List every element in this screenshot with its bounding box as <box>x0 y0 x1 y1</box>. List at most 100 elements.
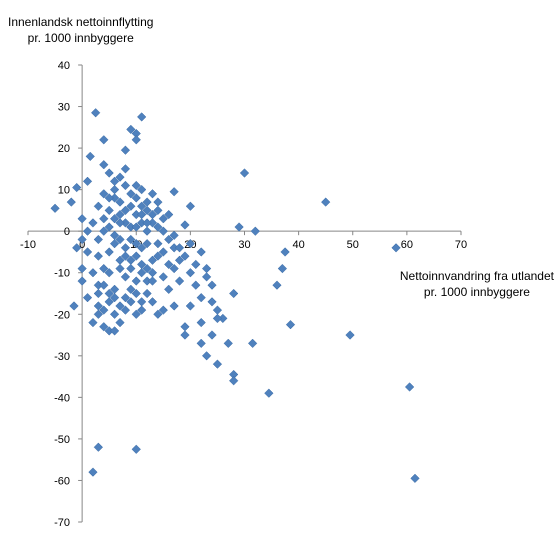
data-point <box>69 301 79 311</box>
data-point <box>99 189 109 199</box>
data-point <box>174 276 185 286</box>
data-point <box>158 214 168 224</box>
data-point <box>153 222 163 232</box>
data-point <box>77 214 87 224</box>
y-tick-label: -60 <box>54 475 70 487</box>
data-point <box>147 297 158 307</box>
data-point <box>93 301 104 311</box>
data-point <box>115 197 125 207</box>
data-point <box>104 297 114 307</box>
data-point <box>196 338 206 349</box>
data-point <box>131 309 141 319</box>
data-point <box>158 247 168 257</box>
data-point <box>120 251 131 261</box>
data-point <box>137 209 147 220</box>
data-point <box>191 259 201 270</box>
data-point <box>158 272 168 282</box>
x-axis-title-line1: Nettoinnvandring fra utlandet <box>399 269 554 283</box>
data-point <box>93 201 104 211</box>
data-point <box>147 276 158 286</box>
x-tick-label: 40 <box>293 239 305 251</box>
data-point <box>142 218 152 228</box>
data-point <box>77 234 87 245</box>
data-point <box>109 309 120 319</box>
data-point <box>169 230 179 240</box>
data-point <box>93 234 104 245</box>
data-point <box>137 184 147 195</box>
data-point <box>109 230 120 240</box>
data-point <box>201 351 212 361</box>
data-point <box>180 330 190 340</box>
data-point <box>185 268 196 278</box>
data-point <box>85 151 95 162</box>
data-point <box>120 293 131 303</box>
data-point <box>115 301 125 311</box>
data-point <box>229 288 239 299</box>
data-point <box>93 309 104 319</box>
y-tick-label: 30 <box>58 102 70 114</box>
data-point <box>104 205 114 216</box>
data-point <box>142 238 152 249</box>
data-point <box>164 259 174 270</box>
data-point <box>66 197 76 207</box>
data-point <box>126 263 136 274</box>
data-point <box>109 284 120 294</box>
data-point <box>280 247 290 257</box>
data-point <box>212 313 223 324</box>
data-point <box>137 268 147 278</box>
data-point <box>131 251 141 261</box>
data-point <box>126 297 136 307</box>
data-point <box>142 288 152 299</box>
data-point <box>180 322 190 332</box>
data-point <box>120 180 131 191</box>
data-point <box>115 263 125 274</box>
data-point <box>109 214 120 224</box>
data-point <box>131 180 141 191</box>
y-axis-title: Innenlandsk nettoinnflytting pr. 1000 in… <box>8 14 153 46</box>
data-point <box>201 263 212 274</box>
data-point <box>404 382 415 392</box>
y-tick-label: 10 <box>58 185 70 197</box>
data-point <box>99 280 109 290</box>
data-point <box>212 359 223 369</box>
data-point <box>174 255 185 265</box>
data-point <box>104 193 114 203</box>
data-point <box>72 243 82 253</box>
data-point <box>137 305 147 315</box>
y-tick-label: 0 <box>64 226 70 238</box>
data-point <box>142 205 152 216</box>
data-point <box>234 222 244 232</box>
data-point <box>191 280 201 290</box>
data-point <box>196 317 206 328</box>
data-point <box>264 388 274 398</box>
data-point <box>109 238 120 249</box>
data-point <box>142 226 152 236</box>
y-axis-title-line1: Innenlandsk nettoinnflytting <box>8 15 154 29</box>
data-point <box>115 234 125 245</box>
data-point <box>99 263 109 274</box>
data-point <box>131 193 141 203</box>
data-point <box>164 234 174 245</box>
data-point <box>137 201 147 211</box>
data-point <box>115 317 125 328</box>
data-point <box>196 247 206 257</box>
data-point <box>180 251 190 261</box>
data-point <box>158 305 168 315</box>
data-point <box>169 187 179 197</box>
x-axis-title: Nettoinnvandring fra utlandet pr. 1000 i… <box>400 268 554 300</box>
data-point <box>153 309 163 319</box>
data-point <box>207 280 217 290</box>
data-point <box>126 284 136 294</box>
x-axis-title-line2: pr. 1000 innbyggere <box>423 285 530 299</box>
data-point <box>239 168 250 178</box>
data-point <box>272 280 282 290</box>
data-point <box>82 176 93 186</box>
data-point <box>126 234 136 245</box>
data-point <box>99 305 109 315</box>
data-point <box>93 442 104 452</box>
data-point <box>180 220 190 230</box>
data-point <box>104 222 114 232</box>
data-point <box>72 182 82 193</box>
data-point <box>164 284 174 294</box>
